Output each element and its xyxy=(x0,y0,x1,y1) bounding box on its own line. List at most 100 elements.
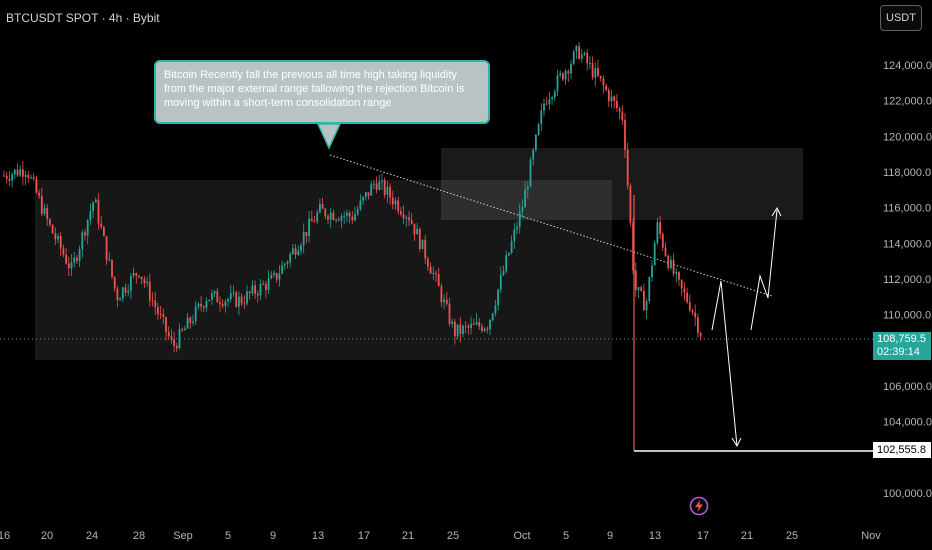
candle-body xyxy=(618,108,621,112)
x-tick-label: 9 xyxy=(270,530,276,542)
candle-body xyxy=(648,277,651,302)
candle-body xyxy=(370,184,373,196)
candle-body xyxy=(208,299,211,302)
candle-body xyxy=(405,217,408,219)
candle-body xyxy=(691,310,694,313)
candle-body xyxy=(78,249,81,261)
arrow-head-down xyxy=(731,437,742,448)
y-axis: 124,000.0 122,000.0 120,000.0 118,000.0 116,… xyxy=(883,60,932,500)
y-tick-label: 106,000.0 xyxy=(883,381,932,393)
candle-body xyxy=(359,200,362,210)
candle-body xyxy=(354,214,356,221)
x-tick-label: 13 xyxy=(312,530,324,542)
y-tick-label: 124,000.0 xyxy=(883,60,932,72)
x-tick-label: 25 xyxy=(447,530,459,542)
candle-body xyxy=(175,345,178,349)
candle-body xyxy=(391,197,394,205)
candle-body xyxy=(494,305,497,314)
candle-body xyxy=(256,293,259,296)
candle-body xyxy=(427,258,429,267)
candle-body xyxy=(467,326,470,328)
candle-body xyxy=(105,236,108,260)
x-tick-label: 17 xyxy=(358,530,370,542)
candle-body xyxy=(499,274,502,290)
candle-body xyxy=(186,317,189,329)
candle-body xyxy=(140,276,143,280)
currency-button[interactable]: USDT xyxy=(880,5,922,31)
candle-body xyxy=(418,228,421,250)
projection-path-down xyxy=(711,280,738,447)
candle-body xyxy=(413,223,416,235)
x-tick-label: 9 xyxy=(607,530,613,542)
candle-body xyxy=(121,287,124,299)
candle-body xyxy=(216,291,219,303)
candle-body xyxy=(443,299,445,303)
candle-body xyxy=(373,183,375,185)
candle-body xyxy=(421,239,424,250)
candle-body xyxy=(672,259,675,274)
candle-body xyxy=(535,134,537,150)
candle-body xyxy=(43,207,46,214)
candle-body xyxy=(591,63,594,78)
candle-body xyxy=(348,212,351,217)
candle-body xyxy=(678,272,680,280)
candle-body xyxy=(570,63,572,74)
candle-body xyxy=(46,207,49,220)
candle-body xyxy=(92,202,94,212)
candle-body xyxy=(219,302,221,305)
candle-body xyxy=(386,186,389,195)
candle-body xyxy=(192,321,194,323)
candle-body xyxy=(513,229,516,242)
y-tick-label: 112,000.0 xyxy=(883,274,931,286)
candle-body xyxy=(640,287,643,291)
candle-body xyxy=(254,285,256,294)
candle-body xyxy=(200,303,202,307)
y-tick-label: 104,000.0 xyxy=(883,417,932,429)
candle-body xyxy=(537,123,540,135)
candle-body xyxy=(564,71,567,80)
candle-body xyxy=(265,284,267,291)
candle-body xyxy=(435,272,437,275)
candle-body xyxy=(189,317,192,323)
candle-body xyxy=(629,185,632,223)
candle-body xyxy=(483,328,486,331)
candle-body xyxy=(699,332,702,337)
candle-body xyxy=(475,322,478,325)
candle-body xyxy=(194,306,197,322)
x-tick-label: 5 xyxy=(563,530,569,542)
candle-body xyxy=(459,324,462,334)
annotation-pointer xyxy=(316,123,342,150)
x-tick-label: 16 xyxy=(0,530,10,542)
candle-body xyxy=(240,296,243,304)
candle-body xyxy=(13,169,16,175)
candle-body xyxy=(27,174,30,178)
candle-body xyxy=(84,232,86,236)
candle-body xyxy=(637,287,640,291)
candle-body xyxy=(470,324,472,328)
target-price-tag: 102,555.8 xyxy=(873,442,931,458)
lightning-bolt-icon[interactable] xyxy=(689,496,709,516)
candle-body xyxy=(445,299,448,304)
candle-body xyxy=(97,199,100,224)
candle-body xyxy=(594,68,597,78)
candle-body xyxy=(211,293,213,300)
candle-body xyxy=(151,300,154,302)
candle-body xyxy=(124,287,127,293)
candle-body xyxy=(634,270,637,291)
candle-body xyxy=(667,255,670,269)
x-tick-label: Sep xyxy=(173,530,193,542)
arrow-head-up xyxy=(771,206,782,217)
candle-body xyxy=(613,96,616,101)
candle-body xyxy=(508,252,510,256)
candle-body xyxy=(35,178,38,193)
candle-body xyxy=(57,235,59,240)
candle-body xyxy=(553,91,556,98)
candle-body xyxy=(643,290,645,311)
candle-body xyxy=(235,292,238,307)
candle-body xyxy=(329,212,332,220)
candle-body xyxy=(661,234,664,248)
candle-body xyxy=(437,274,440,287)
candle-body xyxy=(697,317,699,333)
candle-body xyxy=(516,227,518,230)
